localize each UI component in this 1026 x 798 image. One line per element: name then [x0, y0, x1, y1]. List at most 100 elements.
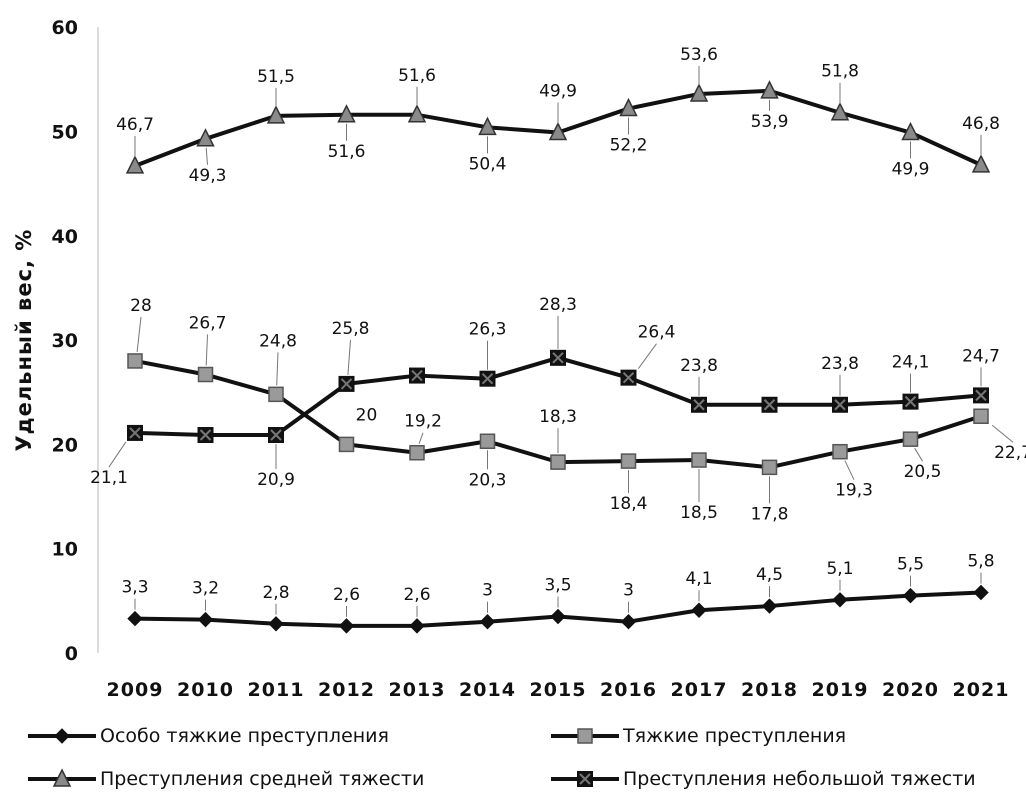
series-2-point	[619, 97, 638, 117]
data-label: 18,3	[539, 407, 577, 427]
series-1-point	[268, 386, 284, 403]
y-tick-label: 0	[65, 643, 78, 665]
series-2-point	[125, 155, 145, 174]
marker-cross	[552, 352, 564, 364]
series-3-point	[691, 396, 707, 413]
data-label: 51,8	[821, 62, 859, 82]
marker-cross	[579, 773, 591, 785]
y-tick-label: 20	[52, 434, 78, 456]
data-label: 19,3	[835, 481, 873, 501]
x-tick-label: 2014	[459, 679, 516, 701]
series-2-point	[901, 121, 920, 141]
data-label: 51,6	[398, 66, 436, 86]
data-label-leader	[276, 352, 279, 386]
marker-cross	[622, 371, 635, 384]
data-label: 25,8	[332, 319, 370, 339]
data-label-leader	[205, 147, 208, 165]
data-label: 3	[482, 581, 493, 601]
x-tick-label: 2011	[248, 679, 305, 701]
legend-group: Особо тяжкие преступления Тяжкие преступл…	[28, 725, 976, 790]
data-label: 18,5	[680, 503, 718, 523]
series-1-point	[550, 454, 566, 470]
legend-marker-1	[577, 728, 593, 744]
data-label: 2,6	[403, 585, 430, 605]
y-axis-title: Удельный вес, %	[12, 229, 36, 452]
marker-cross	[834, 399, 846, 411]
data-labels-group: 3,3 3,2 2,8 2,6 2,6 3 3,5 3 4,1 4,5 5,1 5,5 5,8 28 26,…	[90, 45, 1026, 617]
series-1-point	[479, 433, 496, 450]
marker-cross	[199, 429, 212, 441]
x-tick-label: 2020	[882, 679, 939, 701]
series-2-point	[971, 154, 991, 173]
data-label: 19,2	[404, 412, 442, 432]
data-label: 4,1	[685, 569, 712, 589]
data-label-leader	[637, 343, 657, 369]
series-1-point	[197, 366, 214, 383]
series-0-point	[902, 587, 919, 604]
data-label: 22,7	[994, 443, 1026, 463]
series-0-point	[620, 614, 637, 630]
x-tick-label: 2016	[600, 679, 657, 701]
series-group	[125, 80, 991, 634]
data-label: 18,4	[610, 494, 648, 514]
marker-cross	[411, 369, 423, 382]
series-2-point	[266, 105, 286, 124]
data-label: 53,6	[680, 45, 718, 65]
series-1-point	[338, 436, 355, 453]
y-tick-label: 30	[52, 330, 78, 352]
series-2-point	[196, 128, 215, 147]
series-1-point	[973, 408, 989, 424]
series-2-point	[760, 80, 779, 99]
series-3-point	[832, 396, 848, 413]
series-2-point	[478, 116, 497, 136]
series-1-point	[409, 444, 425, 461]
marker-cross	[693, 399, 705, 411]
marker-cross	[763, 399, 776, 411]
series-0-point	[761, 598, 778, 614]
data-label: 23,8	[821, 354, 859, 374]
x-tick-label: 2012	[318, 679, 375, 701]
x-tick-label: 2010	[177, 679, 234, 701]
x-tick-label: 2021	[953, 679, 1010, 701]
series-2-point	[337, 104, 356, 123]
data-label: 49,3	[189, 166, 227, 186]
series-0-point	[338, 618, 355, 634]
series-0-point	[550, 608, 566, 625]
series-3-point	[973, 387, 989, 404]
series-3-point	[338, 375, 355, 392]
data-label: 2,6	[333, 585, 360, 605]
series-0-point	[409, 618, 425, 634]
legend-marker-0	[54, 728, 70, 744]
series-0-point	[479, 614, 496, 630]
series-2-point	[407, 104, 427, 123]
data-label: 46,8	[962, 114, 1000, 134]
legend-label: Преступления средней тяжести	[100, 768, 424, 790]
y-tick-label: 60	[52, 17, 78, 39]
data-label: 24,1	[892, 353, 930, 373]
data-label: 20,3	[469, 470, 507, 490]
data-label-leader	[991, 424, 1014, 443]
data-label: 24,7	[962, 346, 1000, 366]
series-1-point	[761, 459, 778, 476]
series-3-point	[620, 369, 637, 386]
y-tick-label: 40	[52, 226, 78, 248]
data-label: 26,7	[189, 314, 227, 334]
axes-group: 0 10 20 30 40 50 60 Удельный вес, % 2009 2010 2011…	[12, 17, 1010, 701]
series-1-point	[127, 353, 143, 369]
x-tick-label: 2009	[107, 679, 164, 701]
data-label: 51,6	[328, 142, 366, 162]
legend-marker-3	[577, 771, 593, 787]
data-label: 20,5	[904, 462, 942, 482]
series-0-point	[691, 602, 707, 618]
series-3-point	[479, 370, 496, 387]
data-label-leader	[136, 316, 142, 353]
data-label: 23,8	[680, 356, 718, 376]
data-label: 3,3	[121, 578, 148, 598]
data-label: 26,4	[638, 323, 676, 343]
data-label: 49,9	[892, 160, 930, 180]
series-3-point	[127, 424, 143, 441]
series-0-point	[127, 610, 143, 627]
legend-label: Преступления небольшой тяжести	[623, 768, 976, 790]
